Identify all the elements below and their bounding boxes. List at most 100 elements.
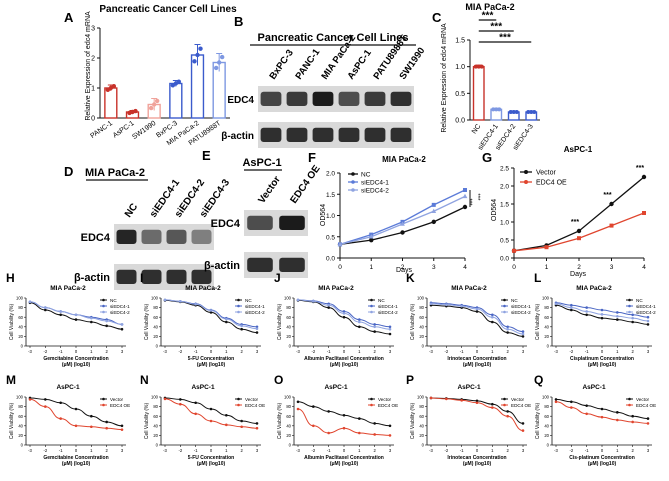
data-point <box>90 414 93 418</box>
significance-label: *** <box>636 165 644 172</box>
x-tick-label: -3 <box>163 448 167 453</box>
x-tick-label: 1 <box>616 349 619 354</box>
blot-band <box>116 269 137 285</box>
data-point <box>616 418 619 422</box>
x-tick-label: -3 <box>296 349 300 354</box>
data-point <box>475 307 479 311</box>
legend-label: NC <box>361 172 371 179</box>
y-tick-label: 1.5 <box>500 202 509 209</box>
y-tick-label: 40 <box>544 324 549 329</box>
data-point <box>429 396 433 400</box>
data-point <box>388 424 392 428</box>
data-point <box>105 420 108 424</box>
panel-letter: K <box>406 271 415 285</box>
legend-label: siEDC4-2 <box>511 310 531 315</box>
y-axis-label: Cell Viability (%) <box>535 304 541 341</box>
panel-letter: C <box>432 10 442 25</box>
legend-label: EDC4 OE <box>245 403 265 408</box>
legend-marker <box>524 170 528 174</box>
blot-band <box>338 91 360 107</box>
y-tick-label: 0.0 <box>500 256 509 263</box>
data-point <box>373 330 376 333</box>
legend-label: siEDC4-2 <box>361 188 389 195</box>
data-point <box>508 110 513 114</box>
data-point <box>209 407 213 411</box>
bar-chart-c: 0.00.51.01.5NCsiEDC4-1siEDC4-2siEDC4-3**… <box>455 11 540 152</box>
panel-title: AsPC-1 <box>56 384 80 391</box>
data-point <box>462 204 468 210</box>
data-point <box>240 324 243 328</box>
data-point <box>460 304 463 308</box>
data-point <box>521 332 525 336</box>
data-point <box>521 422 525 425</box>
x-tick-label: 0 <box>601 448 604 453</box>
data-point <box>342 315 346 319</box>
y-tick-label: 100 <box>151 296 159 301</box>
legend-label: siEDC4-1 <box>511 304 531 309</box>
blot-band <box>364 127 386 143</box>
data-point <box>179 300 182 303</box>
legend-marker <box>503 298 506 302</box>
data-point <box>327 410 330 413</box>
data-point <box>642 211 646 215</box>
data-point <box>225 320 228 324</box>
x-tick-label: 2 <box>577 264 581 271</box>
data-point <box>526 110 531 114</box>
data-point <box>209 419 213 423</box>
x-tick-label: -3 <box>429 349 433 354</box>
x-axis-label: (μM) (log10) <box>463 362 492 368</box>
panel-title: AsPC-1 <box>242 157 281 169</box>
row-label: β-actin <box>204 260 240 272</box>
x-tick-label: 3 <box>389 349 392 354</box>
panel-title: AsPC-1 <box>564 145 593 154</box>
data-point <box>479 64 484 69</box>
x-axis-label: Irinotecan Concentration <box>447 455 506 461</box>
x-axis-label: Days <box>396 267 412 274</box>
bar <box>169 82 183 119</box>
x-tick-label: -3 <box>429 448 433 453</box>
data-point <box>585 313 588 317</box>
data-point <box>491 320 494 324</box>
x-tick-label: -1 <box>585 349 589 354</box>
data-point <box>554 398 558 401</box>
y-tick-label: 60 <box>153 315 158 320</box>
data-point <box>570 406 573 409</box>
blot-strip <box>258 122 414 148</box>
significance-label: *** <box>474 193 480 201</box>
x-axis-label: Days <box>570 271 586 278</box>
x-tick-label: 2 <box>401 264 405 271</box>
x-tick-label: 2 <box>105 448 108 453</box>
x-tick-label: NC <box>471 123 483 135</box>
x-axis-label: (μM) (log10) <box>197 461 226 467</box>
data-point <box>532 110 537 114</box>
x-tick-label: 3 <box>256 448 259 453</box>
legend-marker <box>237 298 240 302</box>
y-tick-label: 0.0 <box>326 256 335 263</box>
y-tick-label: 40 <box>18 324 23 329</box>
data-point <box>105 324 108 328</box>
x-tick-label: 2 <box>506 349 509 354</box>
data-point <box>312 300 315 303</box>
x-tick-label: 1 <box>225 448 228 453</box>
y-tick-label: 20 <box>419 433 424 438</box>
fit-curve <box>164 299 258 334</box>
legend-marker <box>102 397 105 401</box>
legend-marker <box>370 298 373 302</box>
data-point <box>388 434 392 437</box>
data-point <box>337 241 343 247</box>
y-axis-label: OD564 <box>491 199 498 221</box>
x-tick-label: -3 <box>163 349 167 354</box>
x-axis-label: Gemcitabine Concentration <box>43 356 108 362</box>
data-point <box>373 422 376 425</box>
data-point <box>506 327 509 331</box>
data-point <box>105 426 108 430</box>
lane-label: NC <box>123 202 140 220</box>
x-tick-label: -2 <box>178 349 182 354</box>
panel-letter: M <box>6 373 16 387</box>
x-tick-label: -2 <box>178 448 182 453</box>
legend-label: siEDC4-2 <box>636 310 656 315</box>
row-label: β-actin <box>221 131 254 142</box>
legend-label: siEDC4-2 <box>245 310 265 315</box>
